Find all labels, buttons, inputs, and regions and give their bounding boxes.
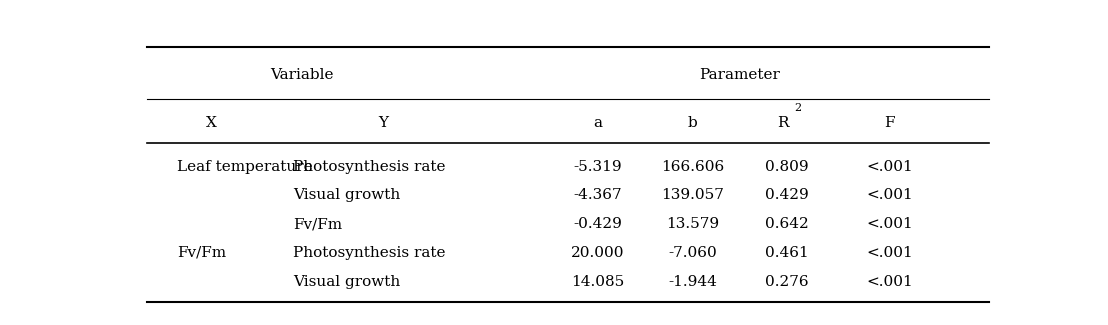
Text: 0.429: 0.429	[765, 188, 809, 202]
Text: Fv/Fm: Fv/Fm	[177, 246, 226, 260]
Text: 20.000: 20.000	[571, 246, 625, 260]
Text: <.001: <.001	[866, 275, 913, 289]
Text: Photosynthesis rate: Photosynthesis rate	[293, 160, 445, 174]
Text: 2: 2	[794, 103, 801, 113]
Text: Visual growth: Visual growth	[293, 275, 400, 289]
Text: Parameter: Parameter	[699, 68, 780, 82]
Text: b: b	[687, 116, 697, 130]
Text: -4.367: -4.367	[574, 188, 623, 202]
Text: 0.461: 0.461	[765, 246, 809, 260]
Text: 166.606: 166.606	[660, 160, 724, 174]
Text: Variable: Variable	[270, 68, 334, 82]
Text: F: F	[884, 116, 895, 130]
Text: <.001: <.001	[866, 217, 913, 231]
Text: <.001: <.001	[866, 160, 913, 174]
Text: 14.085: 14.085	[572, 275, 625, 289]
Text: 0.642: 0.642	[765, 217, 809, 231]
Text: -7.060: -7.060	[668, 246, 717, 260]
Text: -5.319: -5.319	[574, 160, 623, 174]
Text: a: a	[594, 116, 603, 130]
Text: Visual growth: Visual growth	[293, 188, 400, 202]
Text: 0.276: 0.276	[765, 275, 809, 289]
Text: -0.429: -0.429	[574, 217, 623, 231]
Text: <.001: <.001	[866, 188, 913, 202]
Text: Photosynthesis rate: Photosynthesis rate	[293, 246, 445, 260]
Text: R: R	[777, 116, 788, 130]
Text: 13.579: 13.579	[666, 217, 719, 231]
Text: 139.057: 139.057	[661, 188, 724, 202]
Text: X: X	[206, 116, 217, 130]
Text: Y: Y	[378, 116, 388, 130]
Text: Leaf temperature: Leaf temperature	[177, 160, 312, 174]
Text: 0.809: 0.809	[765, 160, 809, 174]
Text: <.001: <.001	[866, 246, 913, 260]
Text: Fv/Fm: Fv/Fm	[293, 217, 342, 231]
Text: -1.944: -1.944	[668, 275, 717, 289]
